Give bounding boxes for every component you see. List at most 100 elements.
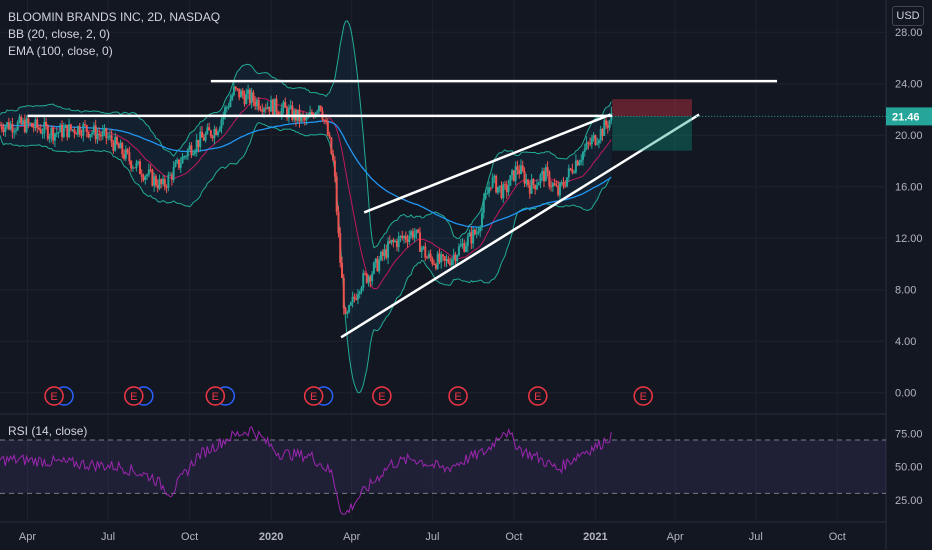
time-axis: Apr Jul Oct 2020 Apr Jul Oct 2021 Apr Jul Oct (19, 531, 846, 543)
candle (362, 273, 365, 288)
candle (550, 186, 553, 188)
candle (417, 229, 420, 233)
earnings-circle (372, 386, 392, 406)
candle (426, 257, 429, 259)
candle (606, 125, 609, 128)
candle (213, 128, 216, 139)
candle (4, 126, 7, 132)
candle (73, 129, 76, 134)
candle (78, 126, 81, 135)
candle (98, 133, 101, 136)
rsi-line (0, 426, 612, 515)
candle (333, 160, 336, 177)
candle (133, 167, 136, 169)
candle (434, 264, 437, 269)
candle (337, 211, 340, 233)
symbol-title[interactable]: BLOOMIN BRANDS INC, 2D, NASDAQ (8, 10, 221, 24)
candle (264, 108, 267, 110)
x-tick-label: Jul (101, 531, 115, 543)
candle (527, 179, 530, 186)
candle (45, 121, 48, 127)
candle (289, 105, 292, 109)
candle (410, 231, 413, 236)
candle (268, 106, 271, 112)
ema-legend[interactable]: EMA (100, close, 0) (8, 44, 113, 58)
candle (537, 182, 540, 186)
candle (449, 262, 452, 266)
candle (193, 150, 196, 154)
candle (30, 123, 33, 128)
candle (169, 174, 172, 176)
earnings-label: E (130, 391, 137, 403)
grid (0, 0, 887, 550)
candle (208, 127, 211, 131)
candle (420, 247, 423, 252)
earnings-marker[interactable]: E (44, 386, 74, 406)
candle (335, 176, 338, 212)
candle (247, 89, 250, 94)
candle (216, 131, 219, 136)
earnings-marker[interactable]: E (633, 386, 653, 406)
candle (454, 254, 457, 262)
candle (303, 116, 306, 121)
candle (496, 186, 499, 193)
candle (480, 212, 483, 227)
candle (589, 143, 592, 145)
candle (411, 231, 414, 238)
earnings-marker[interactable]: E (205, 386, 236, 406)
candle (186, 149, 189, 157)
candle (507, 185, 510, 193)
candle (383, 249, 386, 257)
rsi-tick-label: 75.00 (895, 428, 923, 440)
candle (179, 163, 182, 168)
candle (55, 132, 58, 134)
candle (551, 183, 554, 187)
candle (271, 99, 274, 115)
earnings-marker[interactable]: E (448, 386, 468, 406)
x-tick-label: Apr (343, 531, 360, 543)
candle (603, 120, 606, 136)
candle (254, 101, 257, 107)
earnings-circle (303, 386, 324, 406)
x-tick-label: Oct (181, 531, 198, 543)
candle (491, 177, 494, 188)
candle (371, 273, 374, 282)
candle (227, 106, 230, 108)
bb-legend[interactable]: BB (20, close, 2, 0) (8, 27, 111, 41)
candle (585, 142, 588, 149)
candle (27, 118, 30, 124)
earnings-marker[interactable]: E (372, 386, 392, 406)
candle (238, 88, 241, 98)
candle (229, 99, 232, 107)
candle (488, 187, 491, 193)
earnings-label: E (212, 391, 219, 403)
candle (170, 174, 173, 180)
candle (592, 135, 595, 139)
candle (424, 246, 427, 258)
x-tick-label: Oct (505, 531, 522, 543)
earnings-marker[interactable]: E (303, 386, 334, 406)
y-tick-label: 24.00 (895, 79, 923, 91)
candle (500, 185, 503, 199)
candle (489, 187, 492, 189)
candle (413, 233, 416, 238)
y-tick-label: 4.00 (895, 336, 916, 348)
candle (309, 112, 312, 117)
candle (509, 175, 512, 186)
candle (581, 152, 584, 160)
earnings-label: E (534, 391, 541, 403)
candle (188, 145, 191, 150)
earnings-marker[interactable]: E (124, 386, 154, 406)
candle (222, 114, 225, 120)
rsi-legend[interactable]: RSI (14, close) (8, 424, 87, 438)
earnings-marker[interactable]: E (528, 386, 548, 406)
candle (94, 125, 97, 140)
candle (32, 127, 35, 129)
candle (7, 122, 10, 130)
currency-button[interactable]: USD (892, 6, 924, 26)
candle (215, 128, 218, 136)
candle (516, 166, 519, 170)
candle (158, 179, 161, 189)
candle (39, 129, 42, 134)
